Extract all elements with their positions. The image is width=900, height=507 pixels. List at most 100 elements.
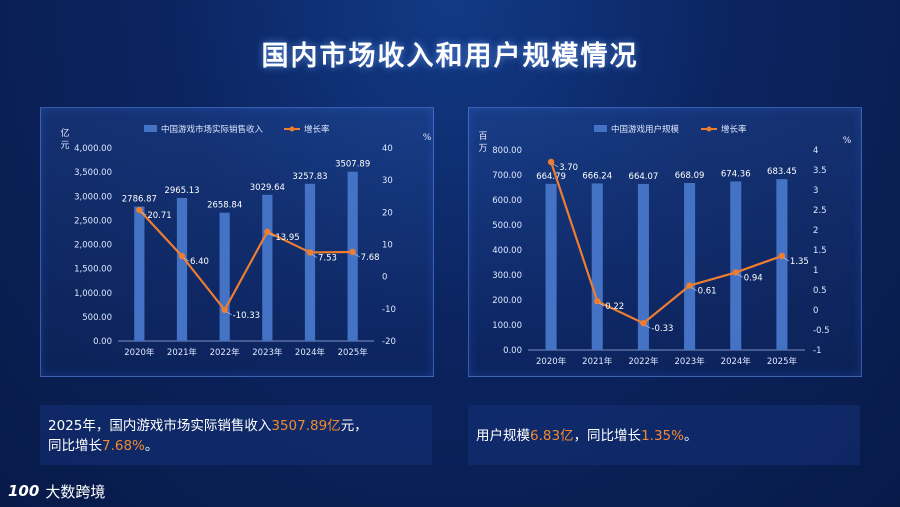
revenue-chart-panel: 中国游戏市场实际销售收入 增长率 亿元% 0.00 500.00 1,000.00 1,50… <box>40 107 434 377</box>
y-tick-label: 700.00 <box>492 171 522 181</box>
y2-tick-label: 3.5 <box>813 166 827 176</box>
y-tick-label: 1,000.00 <box>74 289 112 299</box>
growth-data-label: 0.22 <box>605 302 624 312</box>
label-leader <box>691 287 697 291</box>
bar <box>730 181 742 350</box>
y-axis-label: 元 <box>60 141 69 151</box>
growth-line <box>550 161 783 325</box>
y2-tick-label: -20 <box>382 337 396 347</box>
y2-tick-label: -1 <box>813 346 821 356</box>
bar-data-label: 3507.89 <box>335 160 370 170</box>
summary-value: 6.83亿 <box>530 428 574 444</box>
label-leader <box>183 257 190 262</box>
y-tick-label: 800.00 <box>492 146 522 156</box>
y2-tick-label: -10 <box>382 305 396 315</box>
legend-swatch-bar <box>144 125 157 132</box>
y2-tick-label: 0 <box>382 273 387 283</box>
bar-data-label: 2965.13 <box>164 186 199 196</box>
brand-mark-icon: 100 <box>8 482 40 500</box>
y2-tick-label: 20 <box>382 208 393 218</box>
growth-data-label: 20.71 <box>147 211 171 221</box>
y-tick-label: 2,000.00 <box>74 241 112 251</box>
label-leader <box>226 311 232 316</box>
y-axis-label: 亿 <box>60 127 69 139</box>
x-tick-label: 2022年 <box>628 356 659 367</box>
x-tick-label: 2024年 <box>721 356 752 367</box>
summary-text: 同比增长 <box>48 438 102 454</box>
summary-value: 7.68% <box>102 438 145 454</box>
bar-data-label: 674.36 <box>721 169 751 179</box>
y-tick-label: 2,500.00 <box>74 216 112 226</box>
legend-label: 中国游戏用户规模 <box>611 124 680 135</box>
bar <box>176 197 188 341</box>
x-tick-label: 2021年 <box>582 356 613 367</box>
x-tick-label: 2021年 <box>167 347 198 358</box>
x-tick-label: 2025年 <box>338 347 369 358</box>
y-tick-label: 1,500.00 <box>74 265 112 275</box>
y2-tick-label: 3 <box>813 186 818 196</box>
y2-tick-label: -0.5 <box>813 326 830 336</box>
growth-point <box>221 306 228 314</box>
bar <box>134 206 145 341</box>
growth-point <box>640 320 647 327</box>
growth-data-label: 0.61 <box>698 287 717 297</box>
legend-label: 中国游戏市场实际销售收入 <box>161 124 264 135</box>
bar <box>637 183 649 350</box>
growth-line <box>138 209 353 312</box>
growth-data-label: 1.35 <box>790 257 809 267</box>
bar-data-label: 664.79 <box>536 172 566 182</box>
growth-data-label: 7.53 <box>318 253 337 263</box>
bar <box>684 182 696 350</box>
growth-point <box>686 282 693 289</box>
growth-data-label: -0.33 <box>651 324 673 334</box>
legend-marker <box>289 126 295 132</box>
y2-tick-label: 1.5 <box>813 246 827 256</box>
brand-name: 大数跨境 <box>45 482 106 501</box>
bar-data-label: 3029.64 <box>250 183 285 193</box>
y2-tick-label: 40 <box>382 144 393 154</box>
label-leader <box>737 274 743 278</box>
growth-point <box>349 248 356 256</box>
summary-value: 1.35% <box>641 428 684 444</box>
label-leader <box>783 257 790 262</box>
y-tick-label: 400.00 <box>492 246 522 256</box>
bar-data-label: 668.09 <box>675 171 705 181</box>
growth-point <box>732 269 739 276</box>
summary-text: 元， <box>340 418 368 434</box>
x-tick-label: 2022年 <box>210 347 241 358</box>
x-tick-label: 2023年 <box>675 356 706 367</box>
users-chart-panel: 中国游戏用户规模 增长率百万% 0.00 100.00 200.00 300.00 400.… <box>468 107 862 377</box>
label-leader <box>645 324 651 329</box>
growth-data-label: 7.68 <box>361 253 380 263</box>
legend-label: 增长率 <box>304 124 330 135</box>
users-summary: 用户规模6.83亿，同比增长1.35%。 <box>468 405 860 465</box>
summary-text: 用户规模 <box>476 428 530 444</box>
bar <box>776 179 788 350</box>
x-tick-label: 2023年 <box>252 347 283 358</box>
growth-data-label: 6.40 <box>190 257 209 267</box>
x-tick-label: 2025年 <box>767 356 798 367</box>
label-leader <box>354 253 360 258</box>
growth-data-label: 3.70 <box>559 163 578 173</box>
summary-text: 2025年，国内游戏市场实际销售收入 <box>48 418 272 434</box>
legend-label: 增长率 <box>721 124 747 135</box>
summary-text: 。 <box>144 438 159 454</box>
y-axis-label: 万 <box>478 144 487 154</box>
summary-value: 3507.89亿 <box>271 418 341 434</box>
growth-point <box>136 206 143 214</box>
y2-tick-label: 2.5 <box>813 206 827 216</box>
bar <box>304 183 316 341</box>
y2-tick-label: 10 <box>382 241 393 251</box>
y-tick-label: 3,500.00 <box>74 168 112 178</box>
y2-tick-label: 1 <box>813 266 818 276</box>
y-tick-label: 200.00 <box>492 296 522 306</box>
bar-data-label: 2658.84 <box>207 201 242 211</box>
y2-axis-label: % <box>843 136 852 146</box>
y-tick-label: 0.00 <box>93 337 112 347</box>
growth-point <box>264 228 271 235</box>
y-tick-label: 3,000.00 <box>74 192 112 202</box>
brand-logo: 100 大数跨境 <box>8 478 105 504</box>
x-tick-label: 2020年 <box>124 347 155 358</box>
bar <box>347 171 358 341</box>
label-leader <box>311 254 318 258</box>
